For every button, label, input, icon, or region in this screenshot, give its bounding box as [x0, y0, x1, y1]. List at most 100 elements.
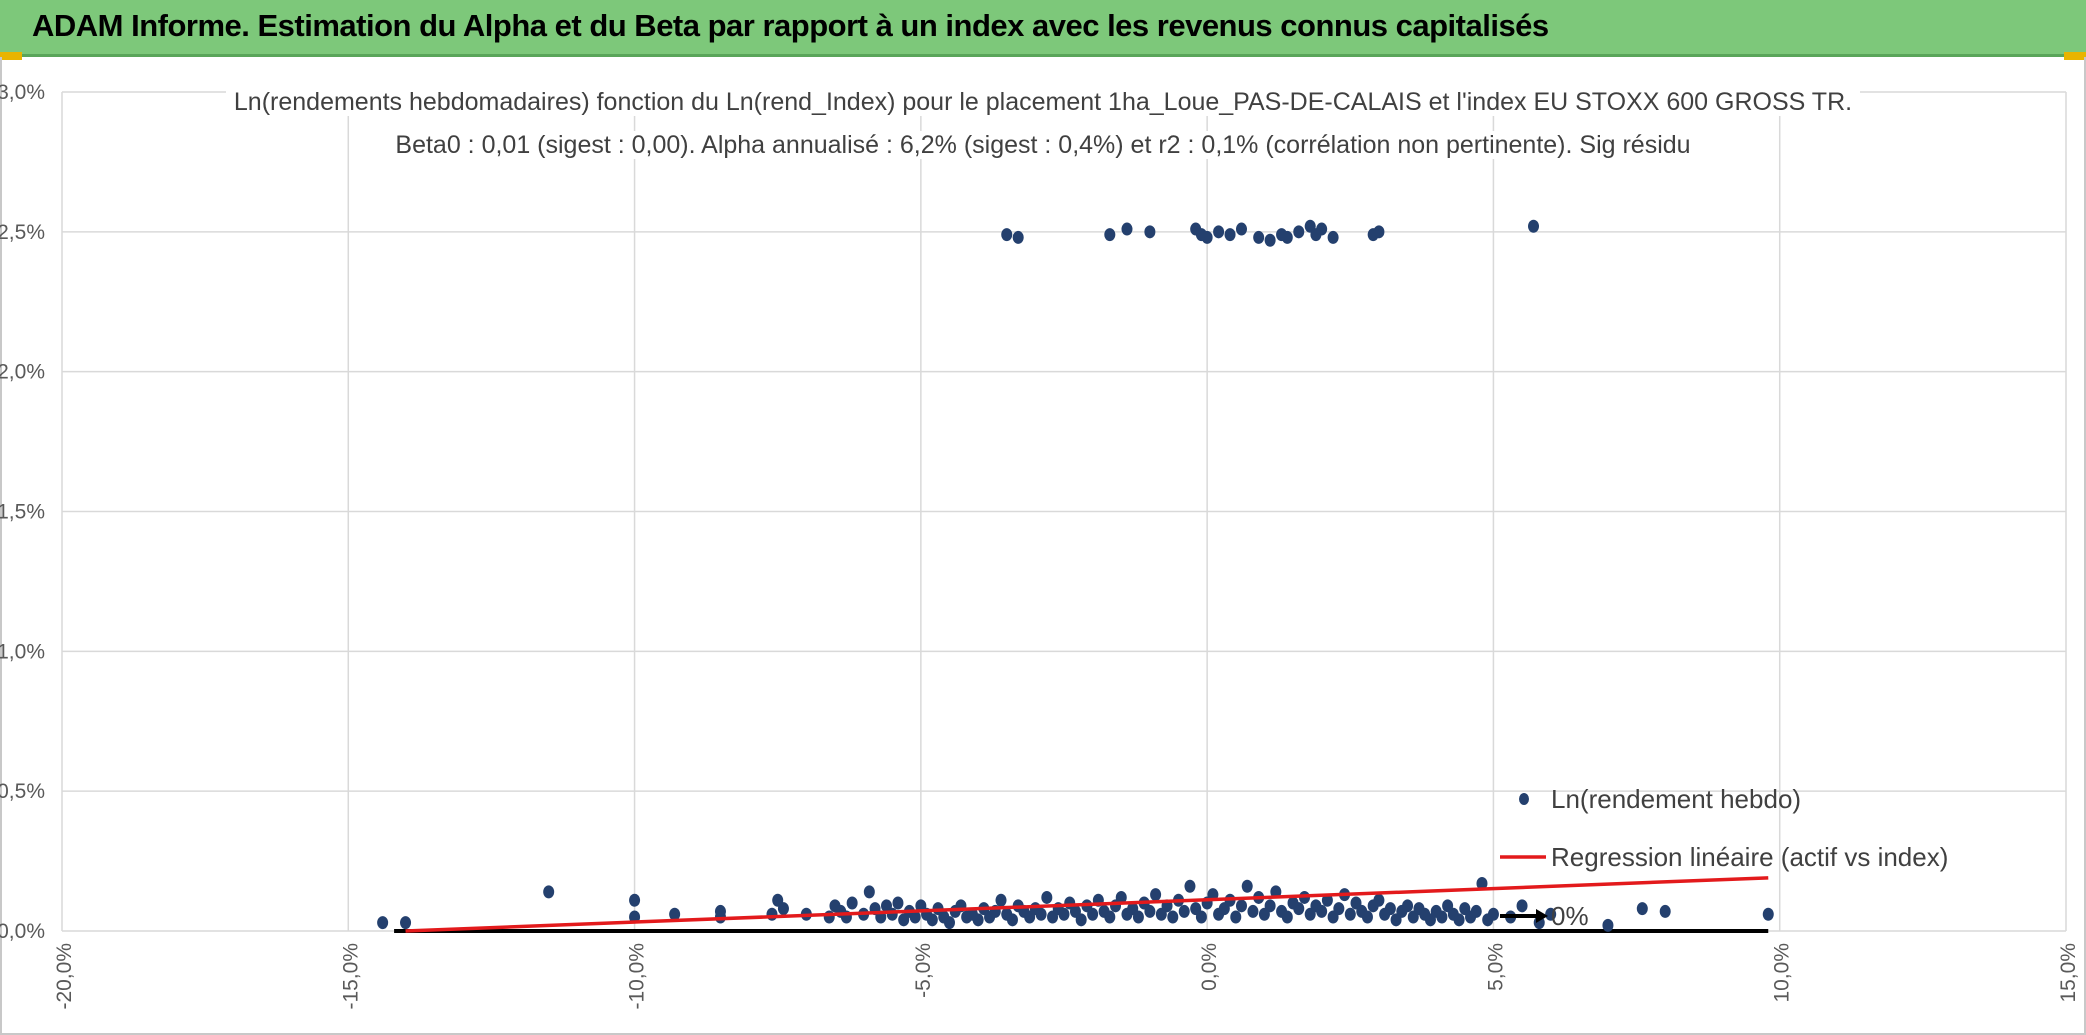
data-point [1333, 902, 1345, 916]
data-point [1264, 899, 1276, 913]
chart-subtitle: Beta0 : 0,01 (sigest : 0,00). Alpha annu… [0, 131, 2086, 160]
data-point [1636, 902, 1648, 916]
data-point [669, 907, 681, 921]
data-point [1144, 225, 1156, 239]
data-point [1487, 907, 1499, 921]
data-point [543, 885, 555, 899]
data-point [1470, 904, 1482, 918]
data-point [1115, 890, 1127, 904]
data-point [1104, 228, 1116, 242]
data-point [1150, 888, 1162, 902]
data-point [1281, 910, 1293, 924]
data-point [1041, 890, 1053, 904]
y-tick-label: 1,0% [0, 640, 45, 663]
data-point [909, 910, 921, 924]
data-point [1235, 899, 1247, 913]
data-point [1344, 907, 1356, 921]
data-point [943, 916, 955, 930]
chart-subtitle-text: Beta0 : 0,01 (sigest : 0,00). Alpha annu… [387, 131, 1699, 159]
data-point [823, 910, 835, 924]
regression-line [405, 876, 1769, 933]
data-point [1247, 904, 1259, 918]
data-point [1293, 225, 1305, 239]
data-point [1384, 902, 1396, 916]
data-point [1373, 225, 1385, 239]
legend-marker-points [1519, 793, 1529, 805]
data-point [1281, 230, 1293, 244]
y-tick-label: 2,5% [0, 221, 45, 244]
data-point [1316, 904, 1328, 918]
data-point [400, 916, 412, 930]
legend-label-points: Ln(rendement hebdo) [1551, 784, 1801, 814]
x-tick-label: -10,0% [626, 943, 649, 1010]
legend-label-zero: 0% [1551, 901, 1589, 931]
data-point [777, 902, 789, 916]
data-point [766, 907, 778, 921]
data-point [846, 896, 858, 910]
data-point [1006, 913, 1018, 927]
data-point [1132, 910, 1144, 924]
y-tick-label: 3,0% [0, 81, 45, 104]
data-point [886, 907, 898, 921]
x-tick-label: -5,0% [912, 943, 935, 998]
data-point [1516, 899, 1528, 913]
data-point [1001, 228, 1013, 242]
data-point [1230, 910, 1242, 924]
corner-marker-left [0, 52, 22, 60]
data-point [1316, 222, 1328, 236]
data-point [377, 916, 389, 930]
data-point [1321, 893, 1333, 907]
x-tick-label: -15,0% [339, 943, 362, 1010]
data-point [1402, 899, 1414, 913]
page-title: ADAM Informe. Estimation du Alpha et du … [32, 8, 1549, 43]
data-point [1075, 913, 1087, 927]
chart-title-text: Ln(rendements hebdomadaires) fonction du… [225, 88, 1861, 116]
data-point [1264, 233, 1276, 247]
data-point [1195, 910, 1207, 924]
data-point [1436, 910, 1448, 924]
data-point [1178, 904, 1190, 918]
data-point [1270, 885, 1282, 899]
data-point [1201, 230, 1213, 244]
data-point [1012, 230, 1024, 244]
x-tick-label: 15,0% [2057, 943, 2080, 1003]
x-tick-label: 0,0% [1198, 943, 1221, 991]
data-point [1253, 230, 1265, 244]
data-point [1762, 907, 1774, 921]
data-point [1602, 918, 1614, 932]
header-bar: ADAM Informe. Estimation du Alpha et du … [0, 0, 2086, 57]
data-point [1293, 902, 1305, 916]
data-point [1453, 913, 1465, 927]
data-point [1545, 907, 1557, 921]
data-point [1373, 893, 1385, 907]
x-tick-label: 5,0% [1484, 943, 1507, 991]
y-tick-label: 0,5% [0, 780, 45, 803]
data-point [995, 893, 1007, 907]
data-point [1184, 879, 1196, 893]
data-point [1144, 904, 1156, 918]
data-point [863, 885, 875, 899]
y-tick-label: 0,0% [0, 920, 45, 943]
data-point [1235, 222, 1247, 236]
data-point [1087, 907, 1099, 921]
data-point [1213, 225, 1225, 239]
data-point [1224, 228, 1236, 242]
data-point [1528, 219, 1540, 233]
data-point [1361, 910, 1373, 924]
x-tick-label: -20,0% [53, 943, 76, 1010]
data-point [1035, 907, 1047, 921]
legend-label-regression: Regression linéaire (actif vs index) [1551, 842, 1948, 872]
data-point [1121, 222, 1133, 236]
data-point [1327, 230, 1339, 244]
data-point [629, 893, 641, 907]
y-tick-label: 1,5% [0, 501, 45, 524]
data-point [1058, 907, 1070, 921]
data-point [1659, 904, 1671, 918]
data-point [892, 896, 904, 910]
legend-arrow-zero [1536, 909, 1548, 923]
y-tick-label: 2,0% [0, 361, 45, 384]
x-tick-label: 10,0% [1771, 943, 1794, 1003]
data-point [972, 913, 984, 927]
data-point [1241, 879, 1253, 893]
